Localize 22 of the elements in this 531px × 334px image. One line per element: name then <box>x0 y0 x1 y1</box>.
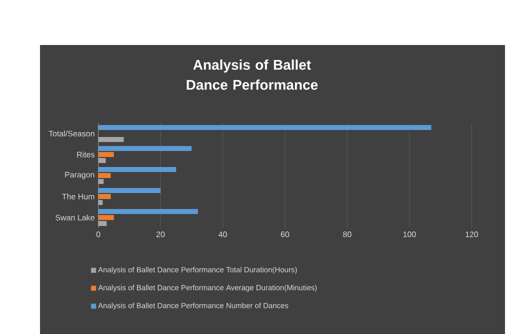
bar <box>98 208 198 214</box>
chart-title: Analysis of Ballet Dance Performance <box>186 60 318 90</box>
y-tick-label: Swan Lake <box>56 214 94 220</box>
y-tick-label: The Hum <box>62 194 94 200</box>
bar <box>98 194 111 199</box>
x-tick-label: 100 <box>403 232 416 238</box>
bar <box>98 146 192 151</box>
bar <box>98 152 114 157</box>
bar <box>98 188 161 193</box>
bar <box>98 166 176 172</box>
bar <box>98 124 432 130</box>
x-tick-label: 60 <box>280 232 290 238</box>
y-tick-label: Rites <box>77 152 94 158</box>
y-tick-label: Total/Season <box>48 130 94 136</box>
x-tick-label: 120 <box>466 232 478 238</box>
x-tick-label: 40 <box>218 232 227 238</box>
x-tick-label: 80 <box>343 232 352 238</box>
y-tick-label: Paragon <box>65 172 94 180</box>
x-tick-label: 0 <box>96 232 100 238</box>
bar <box>98 172 111 178</box>
x-tick-label: 20 <box>156 232 165 238</box>
bar <box>98 214 114 220</box>
